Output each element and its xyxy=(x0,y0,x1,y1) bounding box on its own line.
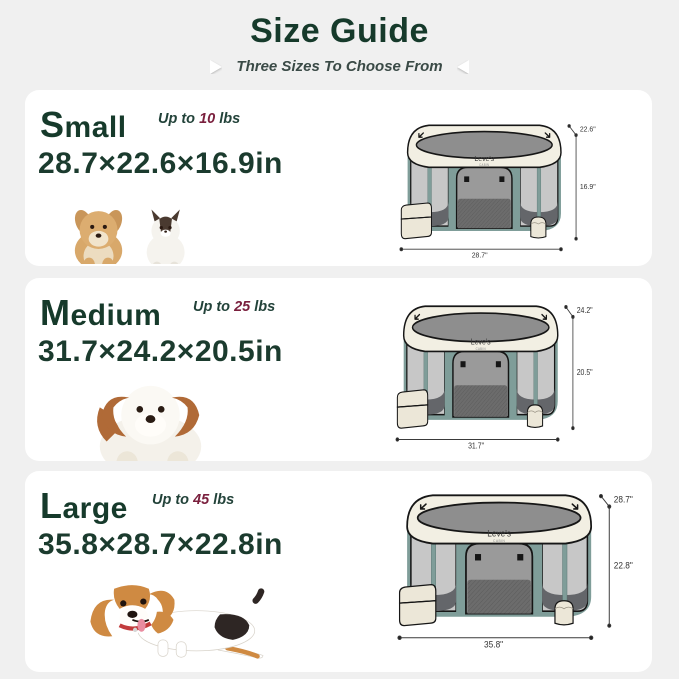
svg-text:Leve's: Leve's xyxy=(474,154,494,163)
svg-text:20.5": 20.5" xyxy=(577,367,593,377)
svg-text:35.8": 35.8" xyxy=(484,639,503,649)
svg-text:CABIN: CABIN xyxy=(479,163,489,167)
svg-text:31.7": 31.7" xyxy=(468,441,484,450)
svg-text:16.9": 16.9" xyxy=(580,182,596,191)
svg-text:28.7": 28.7" xyxy=(472,250,488,259)
svg-text:CABIN: CABIN xyxy=(476,347,486,351)
svg-text:Leve's: Leve's xyxy=(487,528,511,538)
svg-text:CABIN: CABIN xyxy=(493,539,505,543)
svg-text:28.7": 28.7" xyxy=(614,494,633,504)
svg-text:22.6": 22.6" xyxy=(580,124,596,133)
svg-text:22.8": 22.8" xyxy=(614,560,633,570)
svg-text:24.2": 24.2" xyxy=(577,305,593,315)
svg-text:Leve's: Leve's xyxy=(471,337,491,347)
